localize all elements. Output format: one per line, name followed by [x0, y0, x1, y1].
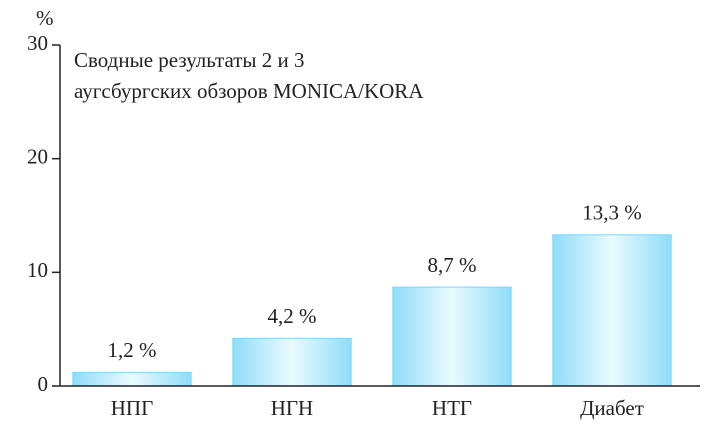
y-tick-label: 30 [27, 31, 48, 55]
chart-title-line: аугсбургских обзоров MONICA/KORA [74, 79, 424, 103]
y-tick-label: 0 [38, 372, 49, 396]
value-label: 8,7 % [428, 253, 477, 277]
value-label: 13,3 % [582, 201, 642, 225]
value-label: 1,2 % [108, 338, 157, 362]
bar [232, 337, 352, 387]
x-tick-label: НПГ [111, 396, 153, 420]
chart-title-line: Сводные результаты 2 и 3 [74, 48, 305, 72]
bar [392, 286, 512, 387]
x-tick-label: НТГ [432, 396, 472, 420]
y-tick-label: 20 [27, 144, 48, 168]
value-label: 4,2 % [268, 304, 317, 328]
bar [72, 371, 192, 387]
x-tick-label: НГН [271, 396, 313, 420]
x-tick-label: Диабет [580, 396, 644, 420]
bar [552, 234, 672, 387]
y-axis-label: % [36, 6, 54, 30]
y-tick-label: 10 [27, 258, 48, 282]
